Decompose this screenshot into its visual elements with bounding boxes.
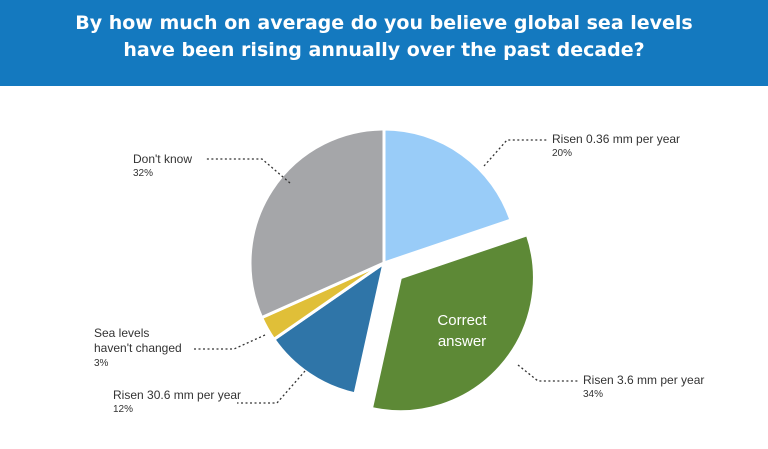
leader-lines: [193, 139, 578, 404]
label-no-change-line-1: Sea levels: [94, 326, 149, 340]
label-risen-0-36-mm-percent: 20%: [552, 148, 572, 159]
slice-risen-0-36-mm: [382, 127, 513, 265]
label-dont-know: Don't know: [133, 152, 192, 166]
correct-answer-text-1: Correct: [437, 312, 487, 329]
leader-line-risen-30-6: [237, 370, 306, 404]
chart-title-line-2: have been rising annually over the past …: [123, 39, 645, 61]
leader-line-risen-0-36: [483, 139, 548, 167]
label-no-change-percent: 3%: [94, 358, 109, 369]
label-dont-know-percent: 32%: [133, 168, 153, 179]
label-risen-30-6-mm: Risen 30.6 mm per year: [113, 388, 241, 402]
slice-dont-know: [248, 127, 386, 320]
chart-title-line-1: By how much on average do you believe gl…: [75, 12, 693, 34]
correct-answer-text-2: answer: [438, 333, 486, 350]
label-risen-0-36-mm: Risen 0.36 mm per year: [552, 132, 680, 146]
slice-risen-30-6-mm: [272, 261, 386, 396]
chart-header: By how much on average do you believe gl…: [0, 0, 768, 86]
slice-risen-3-6-mm: [369, 233, 536, 414]
label-no-change-line-2: haven't changed: [94, 341, 182, 355]
leader-line-no-change: [193, 334, 266, 350]
leader-line-risen-3-6: [517, 364, 578, 382]
label-risen-3-6-mm: Risen 3.6 mm per year: [583, 373, 704, 387]
label-risen-30-6-mm-percent: 12%: [113, 404, 133, 415]
leader-line-dont-know: [205, 158, 291, 184]
pie-slices: [248, 127, 536, 414]
label-risen-3-6-mm-percent: 34%: [583, 389, 603, 400]
